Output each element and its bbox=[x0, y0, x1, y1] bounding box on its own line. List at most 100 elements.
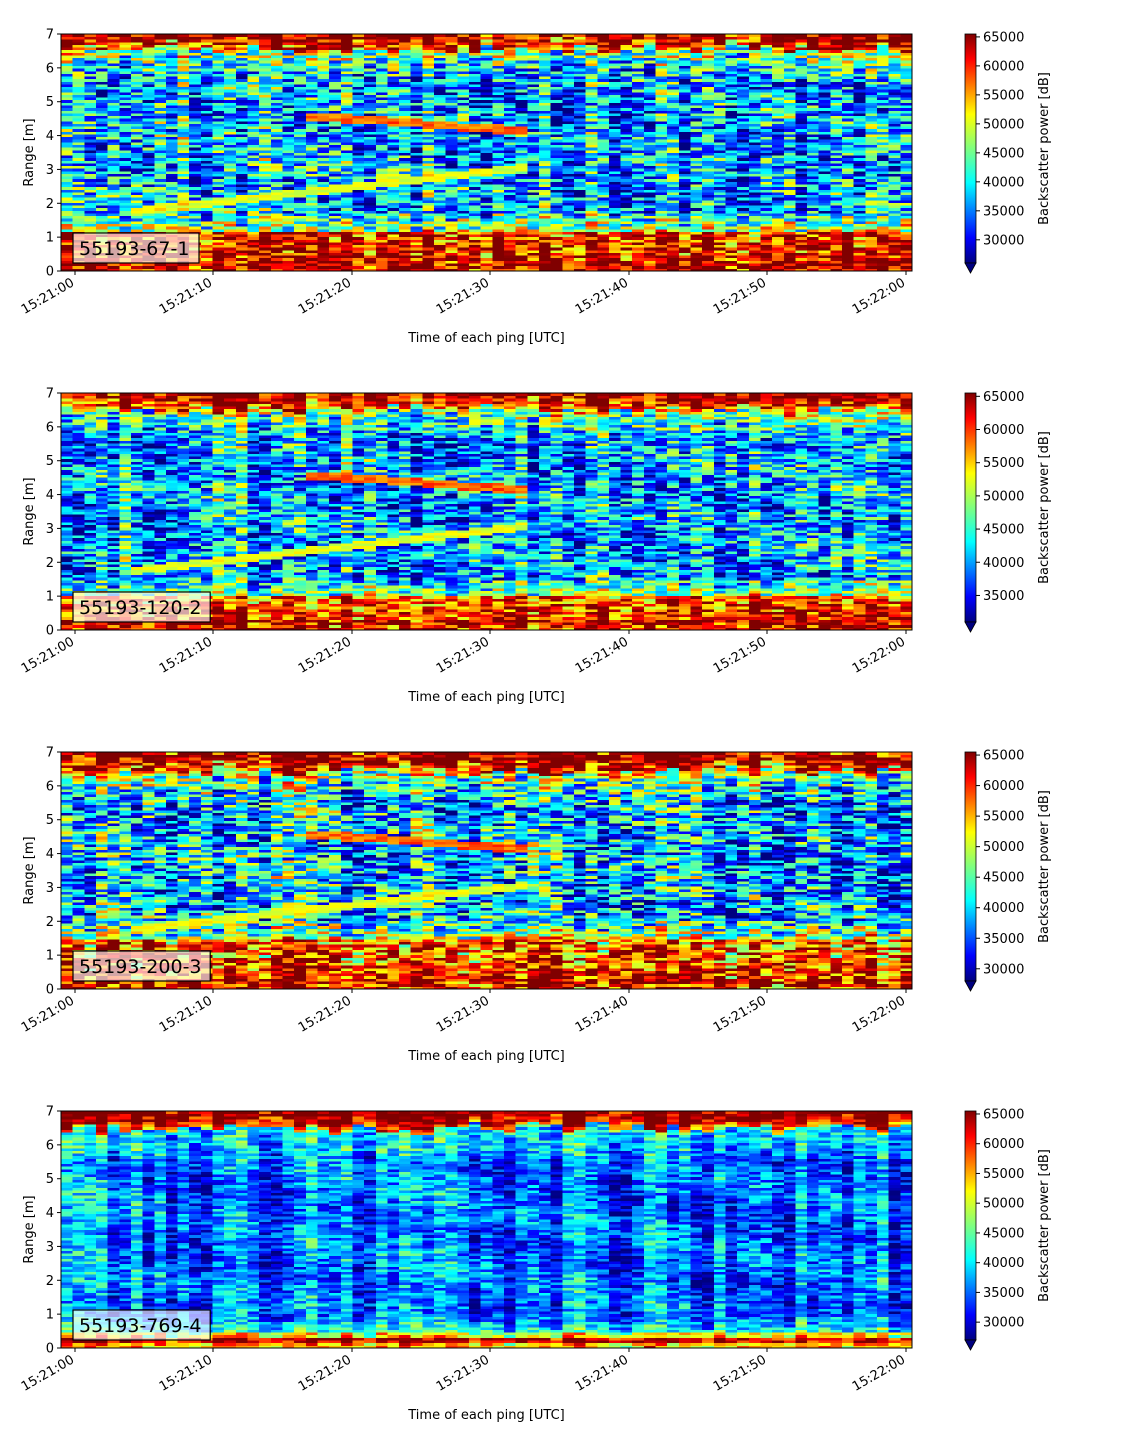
heatmap-cell bbox=[586, 160, 598, 163]
heatmap-cell bbox=[621, 216, 633, 219]
heatmap-cell bbox=[143, 208, 155, 211]
echogram-panel-1: 0123456715:21:00 15:21:10 15:21:20 15:21:30… bbox=[19, 28, 1052, 347]
heatmap-cell bbox=[691, 245, 703, 248]
heatmap-cell bbox=[317, 37, 329, 40]
heatmap-cell bbox=[492, 176, 504, 179]
heatmap-cell bbox=[178, 126, 190, 129]
heatmap-cell bbox=[527, 216, 539, 219]
heatmap-cell bbox=[667, 74, 679, 77]
heatmap-cell bbox=[352, 39, 364, 42]
heatmap-cell bbox=[632, 253, 644, 256]
heatmap-cell bbox=[282, 92, 294, 95]
heatmap-cell bbox=[492, 105, 504, 108]
heatmap-cell bbox=[621, 253, 633, 256]
heatmap-cell bbox=[492, 184, 504, 187]
heatmap-cell bbox=[306, 74, 318, 77]
heatmap-cell bbox=[364, 97, 376, 100]
heatmap-cell bbox=[294, 208, 306, 211]
heatmap-cell bbox=[679, 95, 691, 98]
heatmap-cell bbox=[294, 197, 306, 200]
heatmap-cell bbox=[387, 47, 399, 50]
heatmap-cell bbox=[387, 118, 399, 121]
heatmap-cell bbox=[609, 42, 621, 45]
heatmap-cell bbox=[119, 39, 131, 42]
heatmap-cell bbox=[84, 113, 96, 116]
heatmap-cell bbox=[143, 221, 155, 224]
heatmap-cell bbox=[539, 166, 551, 169]
heatmap-cell bbox=[609, 58, 621, 61]
heatmap-cell bbox=[306, 232, 318, 235]
heatmap-cell bbox=[411, 118, 423, 121]
heatmap-cell bbox=[434, 163, 446, 166]
heatmap-cell bbox=[73, 81, 85, 84]
heatmap-cell bbox=[621, 39, 633, 42]
heatmap-cell bbox=[143, 134, 155, 137]
heatmap-cell bbox=[679, 52, 691, 55]
heatmap-cell bbox=[504, 187, 516, 190]
heatmap-cell bbox=[632, 79, 644, 82]
heatmap-cell bbox=[527, 145, 539, 148]
heatmap-cell bbox=[96, 197, 108, 200]
heatmap-cell bbox=[492, 131, 504, 134]
heatmap-cell bbox=[597, 50, 609, 53]
heatmap-cell bbox=[306, 250, 318, 253]
heatmap-cell bbox=[84, 163, 96, 166]
heatmap-cell bbox=[178, 131, 190, 134]
heatmap-cell bbox=[609, 168, 621, 171]
heatmap-cell bbox=[539, 113, 551, 116]
heatmap-cell bbox=[352, 68, 364, 71]
heatmap-cell bbox=[492, 218, 504, 221]
heatmap-cell bbox=[574, 150, 586, 153]
heatmap-cell bbox=[457, 239, 469, 242]
heatmap-cell bbox=[667, 118, 679, 121]
heatmap-cell bbox=[306, 147, 318, 150]
heatmap-cell bbox=[481, 229, 493, 232]
heatmap-cell bbox=[213, 168, 225, 171]
heatmap-cell bbox=[96, 134, 108, 137]
heatmap-cell bbox=[492, 47, 504, 50]
heatmap-cell bbox=[73, 84, 85, 87]
heatmap-cell bbox=[399, 181, 411, 184]
heatmap-cell bbox=[551, 110, 563, 113]
heatmap-cell bbox=[399, 208, 411, 211]
heatmap-cell bbox=[644, 195, 656, 198]
heatmap-cell bbox=[213, 150, 225, 153]
heatmap-cell bbox=[597, 110, 609, 113]
heatmap-cell bbox=[294, 79, 306, 82]
heatmap-cell bbox=[96, 102, 108, 105]
heatmap-cell bbox=[271, 253, 283, 256]
heatmap-cell bbox=[224, 134, 236, 137]
heatmap-cell bbox=[61, 216, 73, 219]
heatmap-cell bbox=[341, 84, 353, 87]
heatmap-cell bbox=[399, 108, 411, 111]
heatmap-cell bbox=[609, 163, 621, 166]
heatmap-cell bbox=[667, 158, 679, 161]
heatmap-cell bbox=[632, 124, 644, 127]
heatmap-cell bbox=[504, 237, 516, 240]
heatmap-cell bbox=[61, 237, 73, 240]
heatmap-cell bbox=[387, 145, 399, 148]
heatmap-cell bbox=[434, 84, 446, 87]
heatmap-cell bbox=[387, 239, 399, 242]
heatmap-cell bbox=[201, 81, 213, 84]
heatmap-cell bbox=[224, 229, 236, 232]
heatmap-cell bbox=[376, 155, 388, 158]
heatmap-cell bbox=[259, 105, 271, 108]
heatmap-cell bbox=[691, 153, 703, 156]
heatmap-cell bbox=[527, 224, 539, 227]
heatmap-cell bbox=[387, 260, 399, 263]
heatmap-cell bbox=[457, 47, 469, 50]
heatmap-cell bbox=[516, 55, 528, 58]
heatmap-cell bbox=[282, 89, 294, 92]
heatmap-cell bbox=[236, 142, 248, 145]
heatmap-cell bbox=[434, 50, 446, 53]
heatmap-cell bbox=[481, 126, 493, 129]
heatmap-cell bbox=[551, 105, 563, 108]
heatmap-cell bbox=[352, 171, 364, 174]
heatmap-cell bbox=[609, 205, 621, 208]
heatmap-cell bbox=[691, 87, 703, 90]
heatmap-cell bbox=[481, 160, 493, 163]
heatmap-cell bbox=[411, 210, 423, 213]
heatmap-cell bbox=[84, 79, 96, 82]
heatmap-cell bbox=[84, 184, 96, 187]
